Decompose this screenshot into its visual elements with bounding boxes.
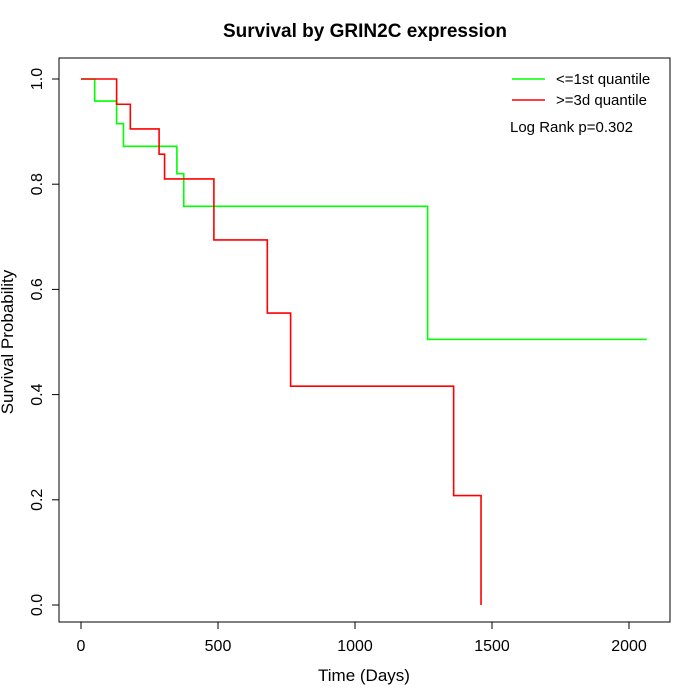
y-tick-label: 0.8 (29, 173, 46, 195)
y-tick-label: 0.6 (29, 278, 46, 300)
y-tick-label: 1.0 (29, 68, 46, 90)
x-tick-label: 500 (205, 638, 232, 655)
series-line-0 (81, 78, 647, 341)
series-line-1 (81, 78, 482, 605)
log-rank-annotation: Log Rank p=0.302 (510, 119, 633, 136)
y-axis: 0.0 0.2 0.4 0.6 0.8 1.0 (29, 68, 60, 616)
legend-label-0: <=1st quantile (556, 71, 650, 88)
series-layer (81, 78, 647, 605)
x-axis: 0 500 1000 1500 2000 (77, 621, 647, 655)
legend: <=1st quantile >=3d quantile (512, 71, 650, 109)
x-axis-label: Time (Days) (318, 666, 410, 685)
legend-label-1: >=3d quantile (556, 92, 647, 109)
y-tick-label: 0.4 (29, 383, 46, 405)
x-tick-label: 1500 (474, 638, 510, 655)
y-tick-label: 0.2 (29, 489, 46, 511)
y-axis-label: Survival Probability (0, 269, 17, 414)
chart-title: Survival by GRIN2C expression (223, 21, 507, 42)
y-tick-label: 0.0 (29, 594, 46, 616)
x-tick-label: 2000 (611, 638, 647, 655)
x-tick-label: 0 (77, 638, 86, 655)
x-tick-label: 1000 (337, 638, 373, 655)
